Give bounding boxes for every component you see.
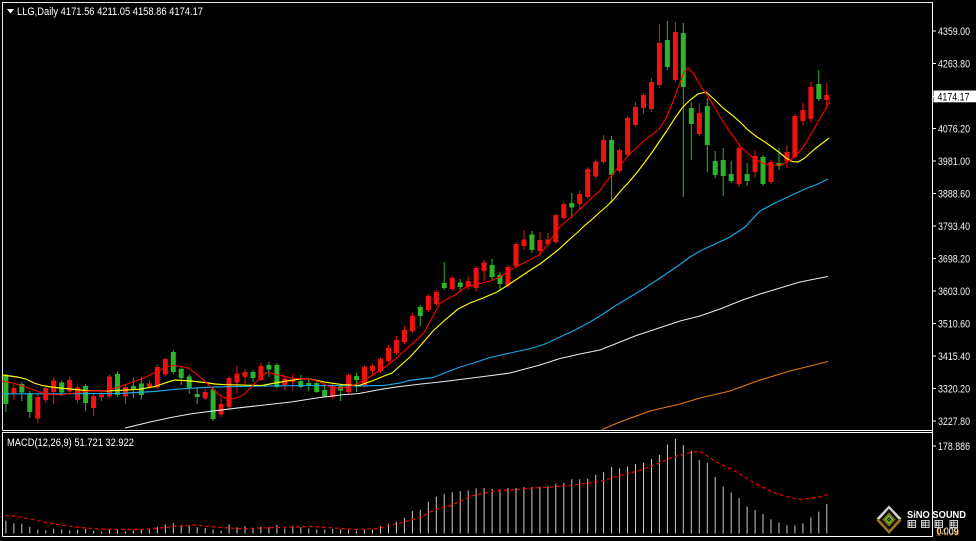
svg-text:MACD(12,26,9) 51.721 32.922: MACD(12,26,9) 51.721 32.922 — [7, 437, 134, 449]
svg-text:178.886: 178.886 — [938, 441, 970, 453]
svg-text:3698.20: 3698.20 — [938, 254, 970, 266]
svg-text:0.009: 0.009 — [937, 527, 959, 538]
svg-text:3888.60: 3888.60 — [938, 189, 970, 201]
svg-text:3981.00: 3981.00 — [938, 156, 970, 168]
svg-text:3320.20: 3320.20 — [938, 384, 970, 396]
svg-text:SiNO SOUND: SiNO SOUND — [907, 510, 966, 521]
svg-text:3227.80: 3227.80 — [938, 416, 970, 428]
svg-text:4263.80: 4263.80 — [938, 59, 970, 71]
svg-text:LLG,Daily 4171.56 4211.05 415: LLG,Daily 4171.56 4211.05 4158.86 4174.1… — [17, 6, 203, 18]
svg-text:3415.40: 3415.40 — [938, 351, 970, 363]
svg-text:4359.00: 4359.00 — [938, 26, 970, 38]
svg-text:4076.20: 4076.20 — [938, 124, 970, 136]
svg-text:4174.17: 4174.17 — [938, 92, 970, 104]
svg-text:14.09: 14.09 — [936, 528, 959, 539]
svg-text:3510.60: 3510.60 — [938, 319, 970, 331]
svg-text:3603.00: 3603.00 — [938, 286, 970, 298]
svg-text:3793.40: 3793.40 — [938, 221, 970, 233]
